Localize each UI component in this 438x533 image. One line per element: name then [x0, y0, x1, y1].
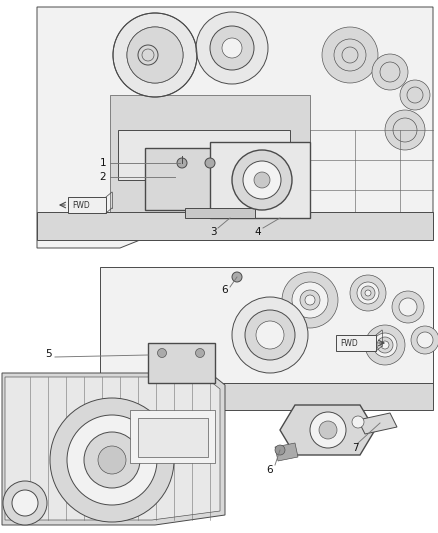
Circle shape — [98, 446, 126, 474]
Circle shape — [158, 349, 166, 358]
Circle shape — [232, 272, 242, 282]
Polygon shape — [336, 335, 376, 351]
Polygon shape — [118, 130, 290, 180]
Circle shape — [365, 325, 405, 365]
Circle shape — [377, 337, 393, 353]
Circle shape — [300, 290, 320, 310]
Circle shape — [342, 47, 358, 63]
Circle shape — [275, 445, 285, 455]
Circle shape — [380, 62, 400, 82]
Text: 7: 7 — [352, 443, 358, 453]
Circle shape — [322, 27, 378, 83]
Circle shape — [243, 161, 281, 199]
Circle shape — [195, 349, 205, 358]
Polygon shape — [148, 383, 433, 410]
Polygon shape — [280, 405, 375, 455]
Polygon shape — [185, 208, 255, 218]
Circle shape — [361, 286, 375, 300]
Polygon shape — [37, 212, 433, 240]
Circle shape — [256, 321, 284, 349]
Text: FWD: FWD — [340, 338, 358, 348]
Circle shape — [365, 290, 371, 296]
Circle shape — [67, 415, 157, 505]
Circle shape — [411, 326, 438, 354]
Polygon shape — [358, 413, 397, 434]
Circle shape — [232, 150, 292, 210]
Polygon shape — [68, 197, 106, 213]
Circle shape — [357, 282, 379, 304]
Circle shape — [372, 54, 408, 90]
Circle shape — [177, 158, 187, 168]
Circle shape — [127, 27, 183, 83]
Polygon shape — [5, 377, 220, 520]
Text: 6: 6 — [222, 285, 228, 295]
Circle shape — [222, 38, 242, 58]
Circle shape — [245, 310, 295, 360]
Circle shape — [385, 110, 425, 150]
Circle shape — [3, 481, 47, 525]
Circle shape — [381, 341, 389, 349]
Circle shape — [417, 332, 433, 348]
Text: 5: 5 — [45, 349, 51, 359]
Circle shape — [12, 490, 38, 516]
Polygon shape — [2, 373, 225, 525]
Circle shape — [350, 275, 386, 311]
Text: 3: 3 — [210, 227, 216, 237]
Circle shape — [84, 432, 140, 488]
Circle shape — [373, 333, 397, 357]
Polygon shape — [100, 267, 433, 385]
Circle shape — [140, 40, 170, 70]
Polygon shape — [275, 443, 298, 461]
Circle shape — [196, 12, 268, 84]
Circle shape — [127, 27, 183, 83]
Text: FWD: FWD — [72, 200, 90, 209]
Circle shape — [142, 49, 154, 61]
Circle shape — [113, 13, 197, 97]
Circle shape — [399, 298, 417, 316]
Polygon shape — [130, 410, 215, 463]
Circle shape — [400, 80, 430, 110]
Circle shape — [407, 87, 423, 103]
Text: 6: 6 — [267, 465, 273, 475]
Circle shape — [232, 297, 308, 373]
Circle shape — [50, 398, 174, 522]
Circle shape — [210, 26, 254, 70]
Polygon shape — [145, 148, 265, 210]
Circle shape — [319, 421, 337, 439]
Text: 4: 4 — [254, 227, 261, 237]
Polygon shape — [110, 95, 310, 240]
Circle shape — [393, 118, 417, 142]
Polygon shape — [210, 142, 310, 218]
Text: 1: 1 — [100, 158, 106, 168]
Circle shape — [334, 39, 366, 71]
Circle shape — [305, 295, 315, 305]
Circle shape — [282, 272, 338, 328]
Polygon shape — [37, 7, 433, 248]
Circle shape — [352, 416, 364, 428]
Circle shape — [205, 158, 215, 168]
Circle shape — [292, 282, 328, 318]
Circle shape — [310, 412, 346, 448]
Polygon shape — [148, 343, 215, 383]
Circle shape — [254, 172, 270, 188]
Circle shape — [392, 291, 424, 323]
Polygon shape — [138, 418, 208, 457]
Text: 2: 2 — [100, 172, 106, 182]
